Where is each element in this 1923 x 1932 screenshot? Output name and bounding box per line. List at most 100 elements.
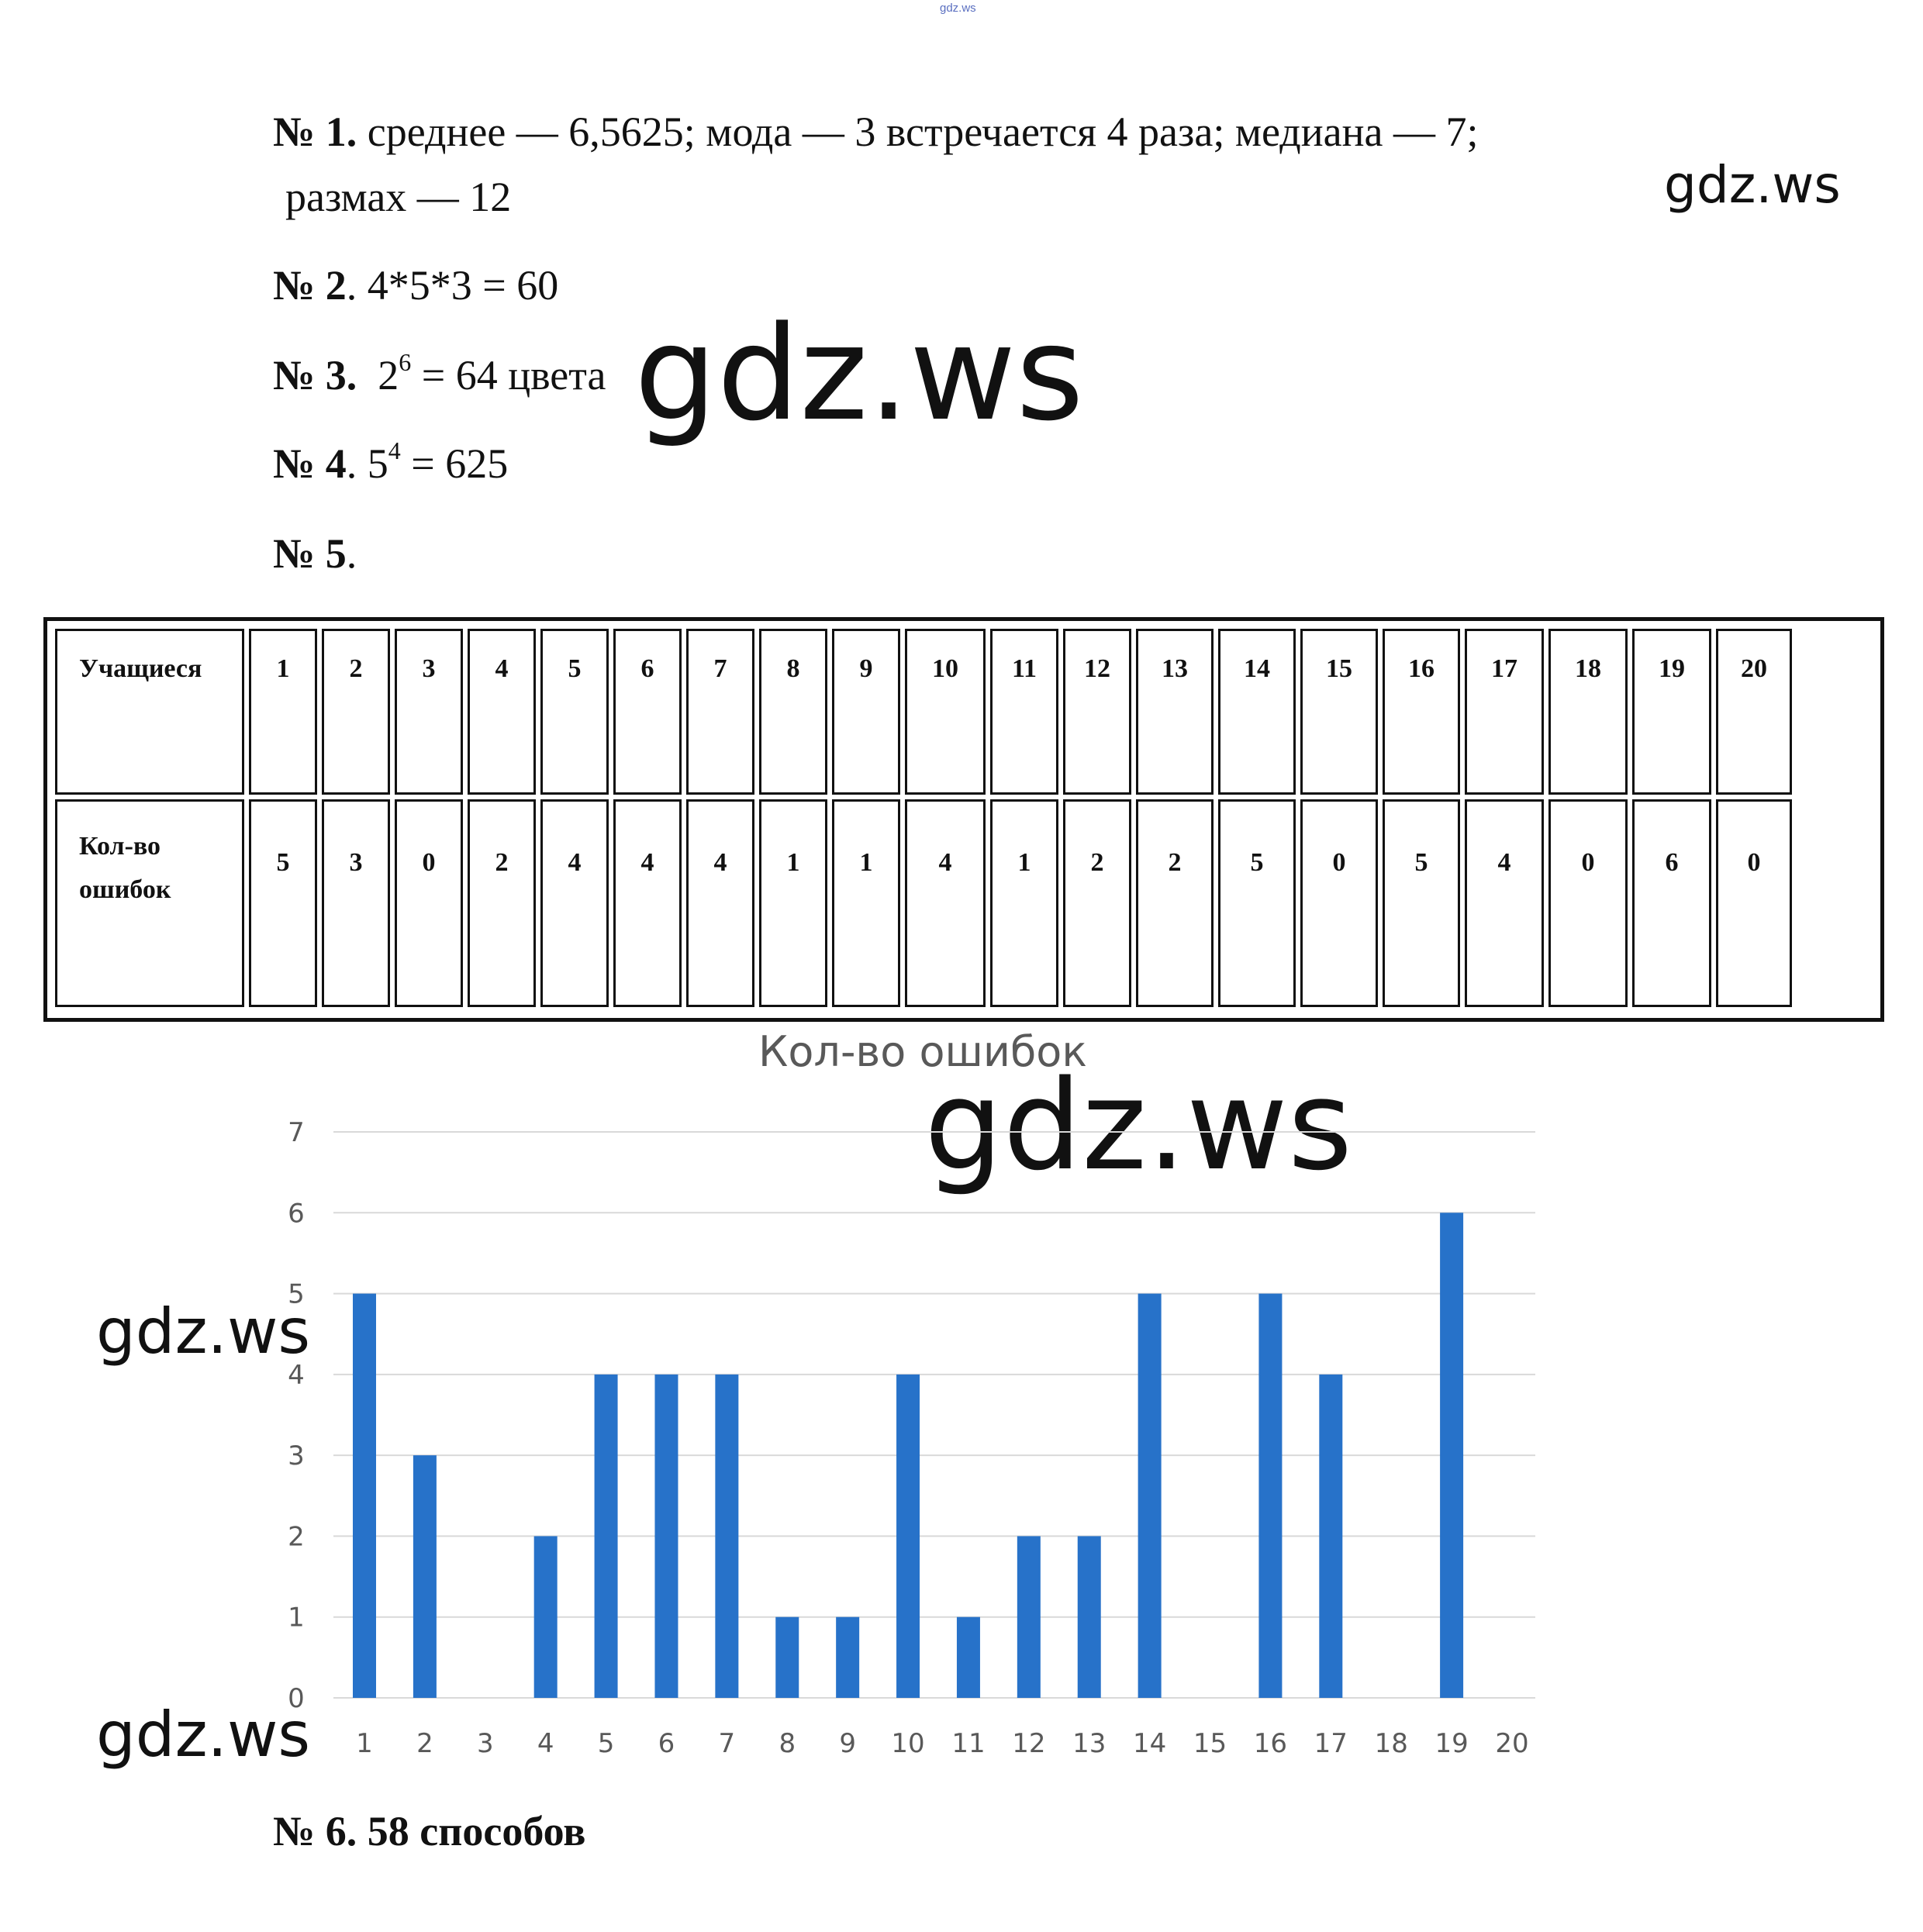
errors-header-line2: ошибок: [79, 875, 171, 904]
errors-table: Учащиеся 1 2 3 4 5 6 7 8 9 10 11 12 13 14 15 16 17 18 19 20…: [43, 617, 1884, 1022]
chart-bar: [1017, 1536, 1041, 1698]
y-tick-label: 4: [288, 1360, 305, 1391]
chart-bar: [1319, 1374, 1343, 1698]
student-cell: 1: [249, 629, 317, 795]
task-1: № 1. среднее — 6,5625; мода — 3 встречае…: [273, 109, 1478, 155]
student-cell: 3: [395, 629, 463, 795]
task-1-number: № 1.: [273, 109, 357, 155]
student-cell: 11: [990, 629, 1058, 795]
chart-bar: [1440, 1213, 1464, 1698]
x-tick-label: 8: [779, 1728, 796, 1759]
errors-header: Кол-во ошибок: [55, 799, 244, 1007]
error-cell: 4: [1465, 799, 1544, 1007]
chart-bar: [533, 1536, 558, 1698]
watermark-1: gdz.ws: [1664, 155, 1841, 215]
x-tick-label: 11: [951, 1728, 985, 1759]
student-cell: 14: [1218, 629, 1296, 795]
student-cell: 8: [759, 629, 827, 795]
error-cell: 5: [249, 799, 317, 1007]
x-tick-label: 13: [1072, 1728, 1106, 1759]
x-tick-label: 1: [356, 1728, 373, 1759]
task-2-number: № 2: [273, 262, 347, 309]
x-tick-label: 10: [891, 1728, 924, 1759]
student-cell: 7: [686, 629, 754, 795]
error-cell: 0: [395, 799, 463, 1007]
chart-bar: [353, 1293, 376, 1698]
watermark-2: gdz.ws: [634, 298, 1084, 450]
chart-bar: [413, 1455, 437, 1698]
task-5-number: № 5: [273, 530, 347, 577]
student-cell: 17: [1465, 629, 1544, 795]
student-cell: 16: [1383, 629, 1460, 795]
error-cell: 0: [1300, 799, 1378, 1007]
error-cell: 2: [468, 799, 536, 1007]
x-tick-label: 19: [1434, 1728, 1468, 1759]
error-cell: 2: [1063, 799, 1131, 1007]
task-5-text: .: [346, 530, 357, 577]
student-cell: 2: [322, 629, 390, 795]
task-3-base: 2: [378, 352, 399, 398]
x-tick-label: 2: [416, 1728, 433, 1759]
task-4-rest: = 625: [400, 440, 509, 487]
student-cell: 18: [1548, 629, 1628, 795]
task-3-number: № 3.: [273, 352, 357, 398]
error-cell: 3: [322, 799, 390, 1007]
chart-bar: [896, 1374, 920, 1698]
student-cell: 19: [1632, 629, 1711, 795]
student-cell: 20: [1716, 629, 1792, 795]
error-cell: 5: [1383, 799, 1460, 1007]
chart-bar: [1258, 1293, 1283, 1698]
x-tick-label: 14: [1133, 1728, 1166, 1759]
y-tick-label: 0: [288, 1683, 305, 1714]
chart-bar: [775, 1616, 799, 1698]
student-cell: 4: [468, 629, 536, 795]
x-tick-label: 5: [598, 1728, 615, 1759]
error-cell: 5: [1218, 799, 1296, 1007]
student-cell: 5: [540, 629, 609, 795]
students-row: Учащиеся 1 2 3 4 5 6 7 8 9 10 11 12 13 14 15 16 17 18 19 20: [55, 629, 1792, 795]
y-tick-label: 6: [288, 1198, 305, 1229]
chart-bar: [956, 1616, 980, 1698]
error-cell: 4: [905, 799, 986, 1007]
chart-bar: [1138, 1293, 1162, 1698]
student-cell: 13: [1136, 629, 1214, 795]
watermark-3: gdz.ws: [924, 1053, 1353, 1198]
error-cell: 6: [1632, 799, 1711, 1007]
y-tick-label: 1: [288, 1603, 305, 1634]
student-cell: 10: [905, 629, 986, 795]
task-4-base: . 5: [346, 440, 388, 487]
error-cell: 4: [613, 799, 682, 1007]
task-4-number: № 4: [273, 440, 347, 487]
watermark-4: gdz.ws: [96, 1295, 311, 1368]
task-5: № 5.: [273, 530, 357, 577]
y-tick-label: 7: [288, 1117, 305, 1148]
task-4-exponent: 4: [388, 436, 401, 464]
student-cell: 6: [613, 629, 682, 795]
chart-bar: [836, 1616, 860, 1698]
chart-bar: [654, 1374, 678, 1698]
task-4: № 4. 54 = 625: [273, 438, 509, 487]
task-2: № 2. 4*5*3 = 60: [273, 262, 558, 309]
student-cell: 9: [832, 629, 900, 795]
y-tick-label: 3: [288, 1440, 305, 1471]
x-tick-label: 20: [1495, 1728, 1528, 1759]
chart-bar: [1077, 1536, 1101, 1698]
x-tick-label: 3: [477, 1728, 494, 1759]
top-watermark: gdz.ws: [940, 2, 976, 15]
x-tick-label: 15: [1193, 1728, 1227, 1759]
error-cell: 2: [1136, 799, 1214, 1007]
student-cell: 15: [1300, 629, 1378, 795]
x-tick-label: 9: [839, 1728, 856, 1759]
error-cell: 1: [759, 799, 827, 1007]
x-tick-label: 17: [1314, 1728, 1348, 1759]
error-cell: 4: [686, 799, 754, 1007]
task-6: № 6. 58 способов: [273, 1808, 586, 1854]
y-tick-label: 2: [288, 1521, 305, 1552]
error-cell: 1: [832, 799, 900, 1007]
error-cell: 4: [540, 799, 609, 1007]
x-tick-label: 6: [658, 1728, 675, 1759]
error-cell: 0: [1716, 799, 1792, 1007]
task-2-text: . 4*5*3 = 60: [346, 262, 559, 309]
students-header: Учащиеся: [55, 629, 244, 795]
